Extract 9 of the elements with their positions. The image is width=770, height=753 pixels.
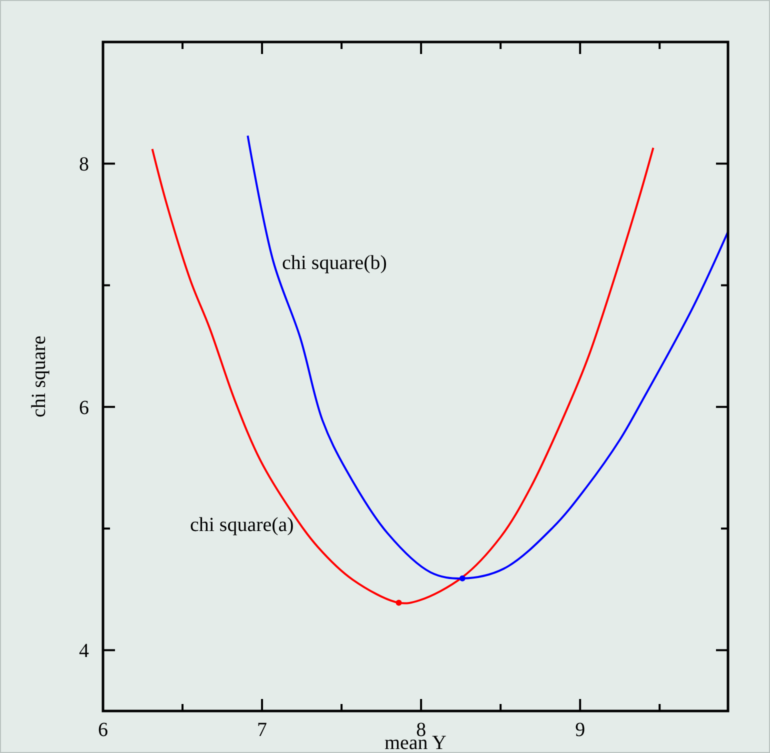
y-tick-label: 6 <box>79 396 89 419</box>
x-tick-label: 7 <box>257 719 268 741</box>
y-tick-label: 4 <box>79 640 89 662</box>
y-tick-label: 8 <box>79 154 89 176</box>
series-label: chi square(a) <box>190 514 294 536</box>
x-tick-label: 6 <box>98 719 108 741</box>
series-label: chi square(b) <box>282 252 387 274</box>
y-axis-title: chi square <box>28 336 50 418</box>
x-tick-label: 9 <box>575 719 586 741</box>
